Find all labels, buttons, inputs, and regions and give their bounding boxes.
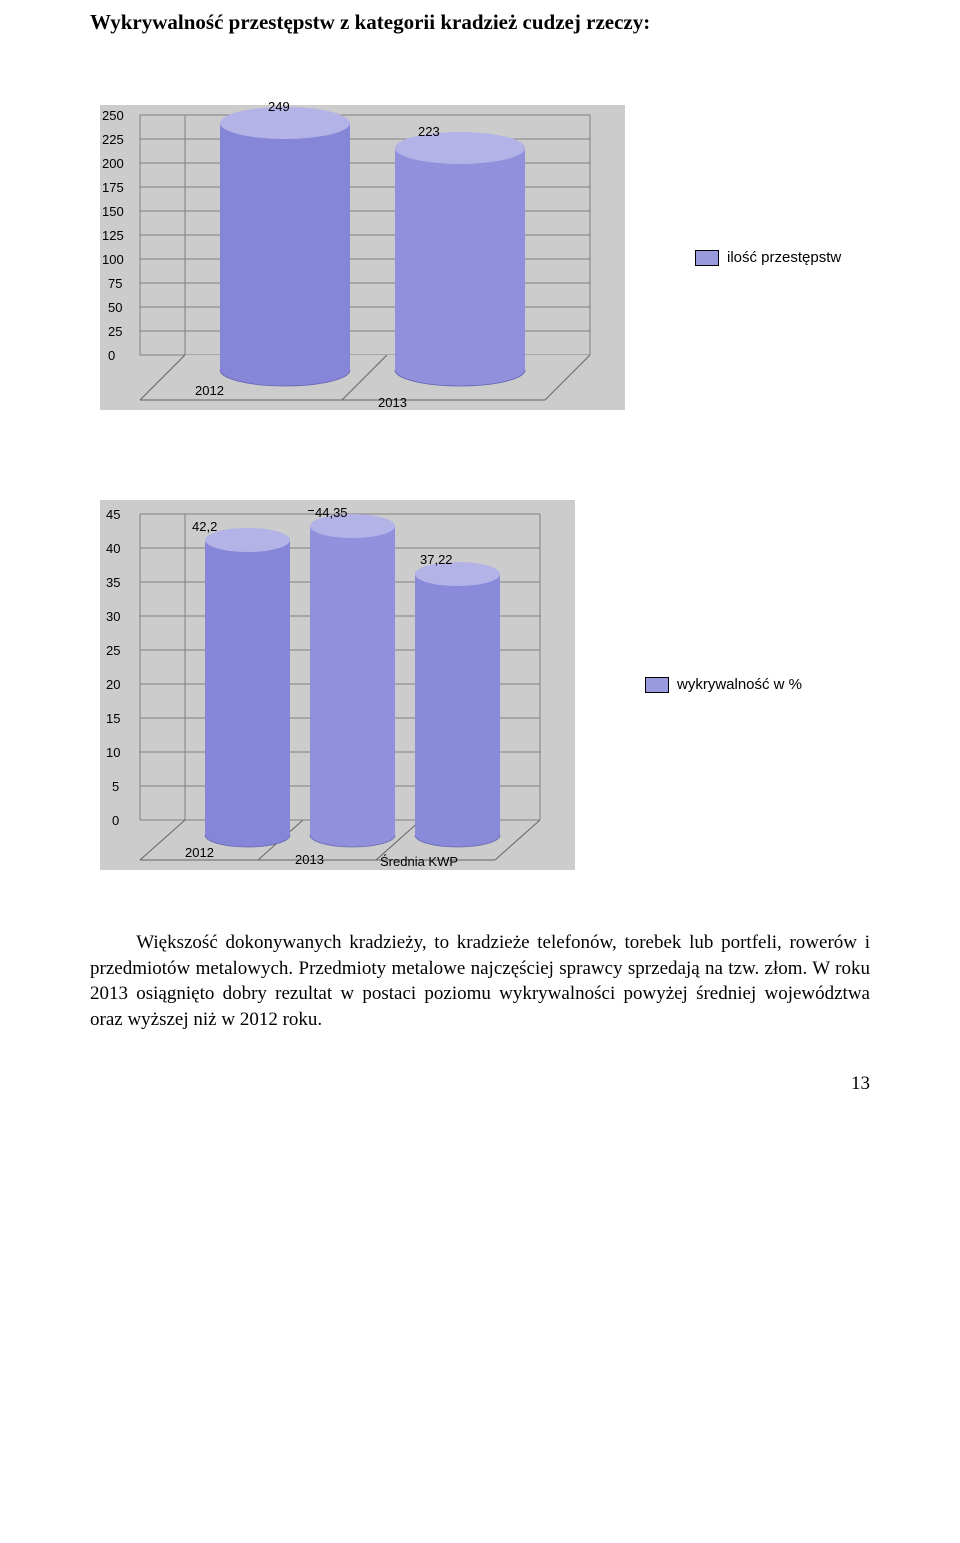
chart2-value-label: 37,22 — [420, 552, 453, 567]
legend-label: ilość przestępstw — [727, 249, 841, 267]
chart2-svg — [100, 500, 575, 870]
chart1-row: 0 25 50 75 100 125 150 175 200 225 250 2… — [90, 105, 870, 410]
chart2-ytick: 30 — [106, 609, 120, 624]
chart2-legend: wykrywalność w % — [645, 676, 802, 694]
chart2-ytick: 20 — [106, 677, 120, 692]
chart2-ytick: 5 — [112, 779, 119, 794]
chart2-ytick: 35 — [106, 575, 120, 590]
chart1-category: 2012 — [195, 383, 224, 398]
document-page: Wykrywalność przestępstw z kategorii kra… — [0, 0, 960, 1125]
chart1-ytick: 250 — [102, 108, 124, 123]
chart1-value-label: 223 — [418, 124, 440, 139]
chart2-category: 2012 — [185, 845, 214, 860]
legend-item: wykrywalność w % — [645, 676, 802, 694]
chart1-ytick: 225 — [102, 132, 124, 147]
chart2: 0 5 10 15 20 25 30 35 40 45 42,2 44,35 3… — [100, 500, 575, 870]
page-title: Wykrywalność przestępstw z kategorii kra… — [90, 10, 870, 35]
legend-label: wykrywalność w % — [677, 676, 802, 694]
chart1-value-label: 249 — [268, 99, 290, 114]
chart1-ytick: 200 — [102, 156, 124, 171]
legend-swatch — [645, 677, 669, 693]
chart2-ytick: 45 — [106, 507, 120, 522]
chart2-ytick: 10 — [106, 745, 120, 760]
chart1: 0 25 50 75 100 125 150 175 200 225 250 2… — [100, 105, 625, 410]
chart1-ytick: 75 — [108, 276, 122, 291]
chart2-ytick: 40 — [106, 541, 120, 556]
chart1-ytick: 175 — [102, 180, 124, 195]
page-number: 13 — [90, 1073, 870, 1095]
chart2-ytick: 0 — [112, 813, 119, 828]
chart2-row: 0 5 10 15 20 25 30 35 40 45 42,2 44,35 3… — [90, 500, 870, 870]
chart2-ytick: 25 — [106, 643, 120, 658]
chart1-ytick: 100 — [102, 252, 124, 267]
body-text-content: Większość dokonywanych kradzieży, to kra… — [90, 932, 870, 1030]
chart2-value-label: 44,35 — [315, 505, 348, 520]
chart1-legend: ilość przestępstw — [695, 249, 841, 267]
leader-line — [308, 510, 314, 511]
legend-swatch — [695, 250, 719, 266]
chart1-ytick: 25 — [108, 324, 122, 339]
chart1-ytick: 150 — [102, 204, 124, 219]
chart1-ytick: 0 — [108, 348, 115, 363]
body-paragraph: Większość dokonywanych kradzieży, to kra… — [90, 930, 870, 1033]
chart2-category: Średnia KWP — [380, 854, 458, 869]
chart2-value-label: 42,2 — [192, 519, 217, 534]
chart1-ytick: 125 — [102, 228, 124, 243]
chart1-ytick: 50 — [108, 300, 122, 315]
chart2-ytick: 15 — [106, 711, 120, 726]
chart1-category: 2013 — [378, 395, 407, 410]
chart2-category: 2013 — [295, 852, 324, 867]
chart1-svg — [100, 105, 625, 410]
legend-item: ilość przestępstw — [695, 249, 841, 267]
